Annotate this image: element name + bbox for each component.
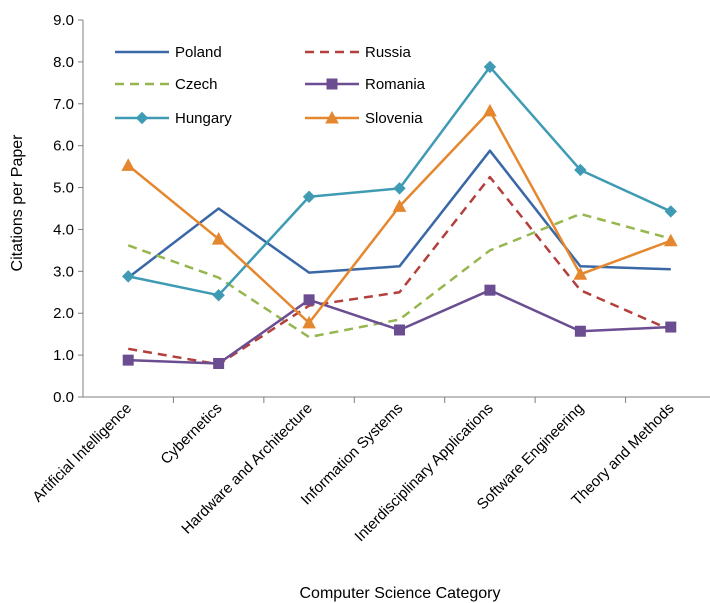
y-axis-title: Citations per Paper — [9, 134, 26, 272]
y-tick-label: 8.0 — [53, 54, 74, 71]
series-romania — [122, 284, 677, 369]
y-tick-label: 9.0 — [53, 12, 74, 29]
legend-marker-slovenia — [325, 110, 339, 124]
series-lines — [121, 60, 678, 369]
data-point-hungary — [393, 182, 406, 195]
data-point-romania — [213, 357, 225, 369]
legend-item-poland: Poland — [115, 44, 222, 61]
data-point-slovenia — [573, 267, 588, 280]
series-slovenia — [121, 103, 678, 329]
data-point-hungary — [664, 205, 677, 218]
data-point-slovenia — [392, 199, 407, 212]
x-axis-title: Computer Science Category — [300, 585, 501, 602]
data-point-hungary — [122, 270, 135, 283]
series-line-poland — [127, 149, 671, 279]
x-tick-label: Cybernetics — [157, 400, 225, 468]
legend-item-hungary: Hungary — [115, 110, 232, 127]
legend-label-poland: Poland — [175, 44, 222, 61]
y-tick-label: 0.0 — [53, 389, 74, 406]
y-tick-label: 3.0 — [53, 263, 74, 280]
data-point-hungary — [483, 60, 497, 74]
data-point-hungary — [302, 190, 316, 203]
series-poland — [127, 149, 671, 279]
data-point-romania — [122, 354, 134, 366]
data-point-slovenia — [483, 103, 497, 117]
x-tick-label: Theory and Methods — [568, 400, 677, 509]
data-point-romania — [394, 324, 405, 336]
y-tick-label: 7.0 — [53, 96, 74, 113]
legend-label-slovenia: Slovenia — [365, 110, 423, 127]
legend-label-russia: Russia — [365, 44, 412, 61]
y-tick-label: 6.0 — [53, 138, 74, 155]
x-tick-label: Information Systems — [298, 400, 407, 509]
legend: Poland Russia Czech Romania Hungary Slovenia — [115, 44, 426, 127]
legend-item-slovenia: Slovenia — [305, 110, 423, 127]
data-point-slovenia — [663, 233, 678, 247]
data-point-romania — [303, 294, 315, 306]
data-point-slovenia — [211, 232, 226, 245]
legend-item-czech: Czech — [115, 76, 218, 93]
data-point-hungary — [574, 163, 587, 177]
data-point-romania — [574, 325, 586, 337]
series-line-hungary — [127, 65, 672, 297]
legend-label-czech: Czech — [175, 76, 218, 93]
series-line-czech — [127, 212, 672, 339]
legend-marker-romania — [326, 78, 338, 90]
legend-item-romania: Romania — [305, 76, 426, 93]
legend-label-hungary: Hungary — [175, 110, 232, 127]
series-czech — [127, 212, 672, 339]
x-tick-label: Artificial Intelligence — [29, 400, 135, 506]
legend-item-russia: Russia — [305, 44, 412, 61]
legend-label-romania: Romania — [365, 76, 426, 93]
y-tick-label: 4.0 — [53, 221, 74, 238]
data-point-romania — [665, 321, 677, 333]
data-point-hungary — [212, 289, 225, 302]
data-point-slovenia — [121, 158, 136, 171]
y-tick-label: 5.0 — [53, 180, 74, 197]
y-tick-label: 2.0 — [53, 305, 74, 322]
y-tick-label: 1.0 — [53, 347, 74, 364]
data-point-romania — [484, 284, 496, 296]
legend-marker-hungary — [135, 111, 149, 125]
series-hungary — [122, 60, 677, 302]
data-point-slovenia — [302, 315, 316, 329]
